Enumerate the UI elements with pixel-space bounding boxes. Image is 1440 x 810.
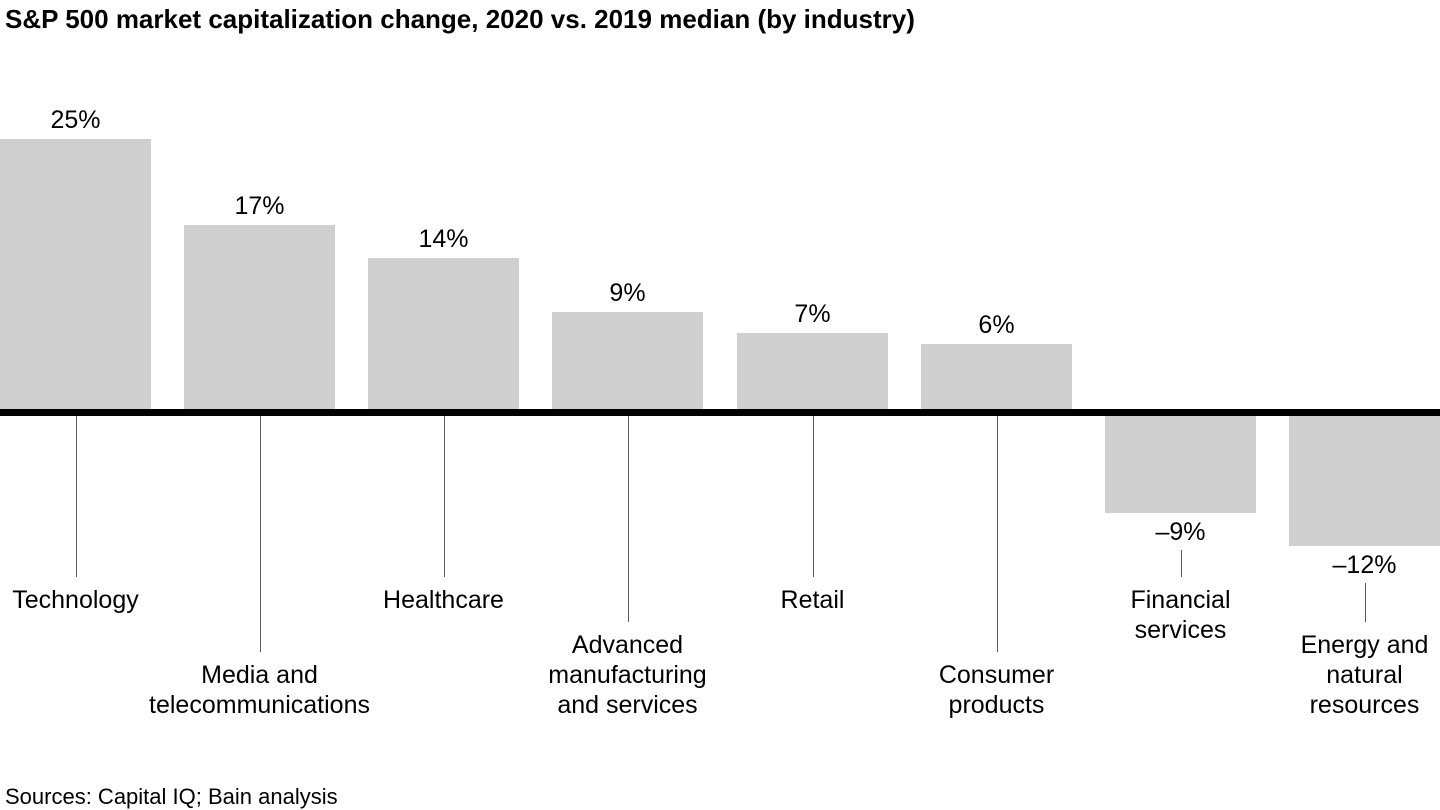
leader-line [628, 416, 629, 622]
value-label: 7% [794, 300, 831, 328]
category-label-line: Energy and [1300, 631, 1429, 659]
leader-line [444, 416, 445, 577]
leader-line [1181, 550, 1182, 577]
category-label-line: Technology [12, 586, 139, 614]
leader-line [76, 416, 77, 577]
category-label-energy-and-natural-resources: Energy and natural resources [1235, 630, 1440, 720]
value-label: 14% [418, 225, 469, 253]
category-label-technology: Technology [0, 585, 206, 615]
bar-retail [737, 333, 888, 409]
zero-baseline [0, 409, 1440, 416]
bar-healthcare [368, 258, 519, 409]
value-label: –12% [1332, 551, 1397, 579]
bar-consumer-products [921, 344, 1072, 409]
chart-title: S&P 500 market capitalization change, 20… [5, 4, 915, 34]
category-label-line: products [948, 691, 1045, 719]
category-label-line: and services [557, 691, 698, 719]
bar-advanced-manufacturing-and-services [552, 312, 703, 409]
category-label-consumer-products: Consumer products [867, 660, 1127, 720]
bar-energy-and-natural-resources [1289, 416, 1440, 546]
category-label-media-and-telecommunications: Media and telecommunications [130, 660, 390, 720]
category-label-line: Healthcare [383, 586, 504, 614]
value-label: 25% [50, 106, 101, 134]
category-label-line: resources [1309, 691, 1420, 719]
bar-technology [0, 139, 151, 409]
category-label-line: services [1134, 616, 1227, 644]
value-label: 9% [609, 279, 646, 307]
category-label-financial-services: Financial services [1051, 585, 1311, 645]
category-label-line: Advanced [571, 631, 684, 659]
category-label-retail: Retail [683, 585, 943, 615]
category-label-line: natural [1326, 661, 1403, 689]
value-label: 17% [234, 192, 285, 220]
value-label: –9% [1155, 518, 1206, 546]
category-label-line: telecommunications [149, 691, 370, 719]
category-label-line: Financial [1130, 586, 1231, 614]
source-note: Sources: Capital IQ; Bain analysis [5, 784, 338, 809]
value-label: 6% [978, 311, 1015, 339]
bar-media-and-telecommunications [184, 225, 335, 409]
category-label-line: Media and [201, 661, 318, 689]
category-label-line: Retail [780, 586, 845, 614]
leader-line [997, 416, 998, 652]
leader-line [813, 416, 814, 577]
category-label-line: manufacturing [548, 661, 707, 689]
leader-line [260, 416, 261, 652]
category-label-healthcare: Healthcare [314, 585, 574, 615]
category-label-advanced-manufacturing-and-services: Advanced manufacturing and services [498, 630, 758, 720]
category-label-line: Consumer [938, 661, 1055, 689]
bar-financial-services [1105, 416, 1256, 513]
leader-line [1365, 583, 1366, 622]
